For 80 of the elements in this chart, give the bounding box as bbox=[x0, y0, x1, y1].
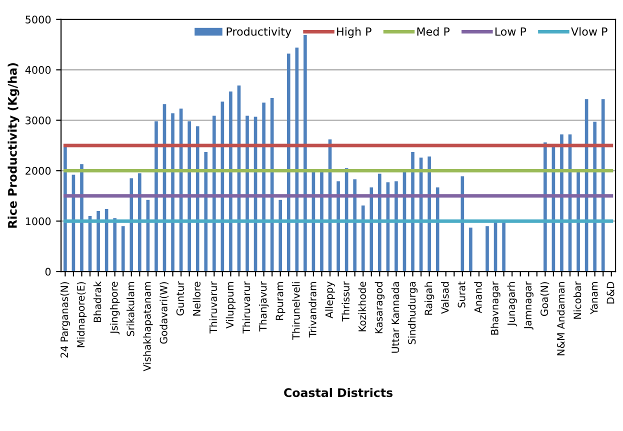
bar bbox=[378, 174, 382, 272]
bar bbox=[246, 116, 249, 272]
y-tick-label: 0 bbox=[45, 268, 51, 276]
legend-label: High P bbox=[337, 27, 372, 38]
x-tick-label: Vishakhapatanam bbox=[143, 282, 153, 372]
x-tick-label: Kasaragod bbox=[374, 282, 385, 334]
x-tick-label: Uttar Kannada bbox=[391, 282, 400, 353]
y-tick-label: 4000 bbox=[25, 66, 51, 74]
x-axis-title: Coastal Districts bbox=[284, 388, 393, 398]
x-tick-label: Thiruvarur bbox=[209, 281, 218, 334]
bar bbox=[576, 171, 580, 272]
bar bbox=[196, 126, 200, 272]
bar bbox=[80, 164, 84, 272]
x-tick-label: Viluppum bbox=[226, 282, 236, 328]
x-tick-label: Rpuram bbox=[276, 282, 286, 320]
bar bbox=[212, 116, 216, 272]
x-tick-label: Yanam bbox=[590, 282, 598, 314]
bar bbox=[188, 121, 191, 272]
x-tick-label: 24 Parganas(N) bbox=[60, 282, 70, 358]
bar bbox=[428, 156, 431, 272]
y-tick-label: 5000 bbox=[26, 16, 51, 24]
bar bbox=[560, 134, 564, 272]
x-tick-label: Bhadrak bbox=[93, 281, 102, 322]
bar bbox=[486, 226, 489, 272]
legend-label: Productivity bbox=[226, 27, 292, 38]
bar bbox=[286, 54, 290, 272]
bar bbox=[96, 211, 100, 272]
bar bbox=[361, 205, 365, 272]
x-tick-label: Goa(N) bbox=[540, 282, 550, 316]
x-tick-label: Jsinghpore bbox=[110, 282, 120, 334]
bar bbox=[370, 187, 374, 272]
x-tick-label: D&D bbox=[606, 282, 614, 304]
x-tick-label: Thiruvarur bbox=[242, 281, 250, 334]
x-tick-label: Nellore bbox=[192, 282, 201, 316]
bar bbox=[171, 113, 174, 272]
x-tick-label: Bhavnagar bbox=[490, 281, 500, 335]
x-tick-label: Junagarh bbox=[507, 282, 517, 326]
x-tick-label: Thanjavur bbox=[258, 281, 269, 332]
x-tick-label: Kozikhode bbox=[358, 282, 366, 332]
x-tick-label: Jamnagar bbox=[524, 281, 534, 330]
legend-label: Vlow P bbox=[571, 27, 608, 36]
x-tick-label: Godavari(W) bbox=[160, 282, 169, 344]
bar bbox=[502, 222, 506, 272]
x-tick-label: Valsad bbox=[441, 282, 449, 314]
legend-label: Low P bbox=[495, 28, 526, 36]
bar bbox=[336, 181, 340, 272]
y-axis-title: Rice Productivity (Kg/ha) bbox=[8, 63, 20, 228]
bar bbox=[262, 102, 266, 272]
x-tick-label: Guntur bbox=[176, 281, 184, 316]
bar bbox=[278, 200, 282, 272]
bar bbox=[394, 181, 398, 272]
x-tick-label: Thirunelveli bbox=[292, 282, 300, 340]
bar bbox=[121, 226, 125, 272]
y-tick-label: 3000 bbox=[26, 116, 51, 124]
x-tick-label: Srikakulam bbox=[126, 282, 134, 336]
bar bbox=[601, 99, 605, 272]
x-tick-label: Trivandram bbox=[308, 282, 316, 338]
bar bbox=[304, 35, 307, 272]
x-tick-label: Thrissur bbox=[342, 281, 350, 322]
bar bbox=[154, 121, 158, 272]
x-tick-label: Raigah bbox=[424, 282, 434, 315]
bar bbox=[113, 218, 116, 272]
y-tick-label: 1000 bbox=[26, 217, 51, 226]
bar bbox=[130, 178, 134, 272]
legend-label: Med P bbox=[417, 27, 450, 36]
bar bbox=[229, 92, 232, 272]
x-tick-label: Sindhudurga bbox=[408, 282, 418, 344]
x-tick-label: Anand bbox=[474, 282, 482, 314]
bar bbox=[204, 152, 208, 272]
bar bbox=[138, 173, 142, 272]
bar bbox=[436, 187, 440, 272]
bar bbox=[64, 146, 67, 272]
x-tick-label: Surat bbox=[458, 281, 466, 308]
x-tick-label: N&M Andaman bbox=[556, 282, 565, 356]
bar bbox=[469, 228, 472, 272]
x-tick-label: Nicobar bbox=[573, 281, 582, 319]
x-tick-label: Midnapore(E) bbox=[76, 282, 87, 348]
bar bbox=[411, 152, 414, 272]
x-tick-label: Alleppy bbox=[325, 282, 335, 318]
y-tick-label: 2000 bbox=[26, 166, 51, 175]
